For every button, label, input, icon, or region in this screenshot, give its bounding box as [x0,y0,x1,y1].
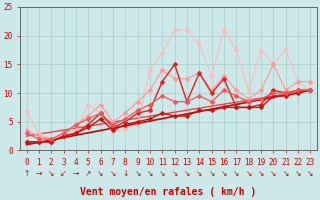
Text: ↓: ↓ [122,169,128,178]
Text: →: → [73,169,79,178]
Text: ↙: ↙ [60,169,67,178]
Text: ↘: ↘ [48,169,54,178]
Text: ↘: ↘ [184,169,190,178]
Text: ↘: ↘ [233,169,239,178]
X-axis label: Vent moyen/en rafales ( km/h ): Vent moyen/en rafales ( km/h ) [80,187,257,197]
Text: ↘: ↘ [110,169,116,178]
Text: ↘: ↘ [270,169,276,178]
Text: ↘: ↘ [208,169,215,178]
Text: ↘: ↘ [258,169,264,178]
Text: →: → [36,169,42,178]
Text: ↘: ↘ [221,169,227,178]
Text: ↘: ↘ [307,169,314,178]
Text: ↘: ↘ [283,169,289,178]
Text: ↘: ↘ [172,169,178,178]
Text: ↘: ↘ [245,169,252,178]
Text: ↘: ↘ [147,169,153,178]
Text: ↑: ↑ [23,169,30,178]
Text: ↘: ↘ [196,169,203,178]
Text: ↘: ↘ [97,169,104,178]
Text: ↗: ↗ [85,169,92,178]
Text: ↘: ↘ [159,169,165,178]
Text: ↘: ↘ [134,169,141,178]
Text: ↘: ↘ [295,169,301,178]
